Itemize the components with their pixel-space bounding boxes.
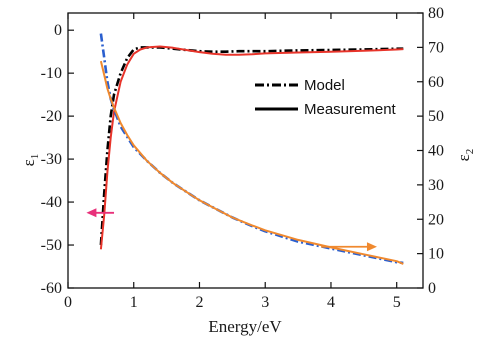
left-y-tick-label: -40 [41, 194, 62, 211]
left-y-tick-label: -60 [41, 280, 62, 297]
series [99, 33, 404, 265]
left-axis-title-subscript: 1 [29, 154, 41, 160]
left-y-tick-label: -10 [41, 65, 62, 82]
legend-model-label: Model [304, 77, 345, 94]
x-tick-label: 1 [130, 294, 138, 311]
right-y-tick-label: 80 [428, 5, 444, 22]
series-eps1-measurement [99, 45, 404, 250]
annotations [86, 208, 377, 252]
left-y-tick-label: 0 [54, 22, 62, 39]
ticks: 0 1 2 3 4 50-10-20-30-40-50-60 010203040506070… [41, 5, 444, 311]
right-y-tick-label: 30 [428, 177, 444, 194]
right-y-tick-label: 70 [428, 39, 444, 56]
right-axis-title-symbol: ε [454, 154, 473, 161]
series-eps1-model [99, 46, 404, 246]
right-y-tick-label: 60 [428, 74, 444, 91]
right-y-tick-label: 50 [428, 108, 444, 125]
right-axis-title-subscript: 2 [464, 149, 476, 155]
svg-text:ε1: ε1 [19, 154, 41, 167]
right-y-tick-label: 20 [428, 211, 444, 228]
legend: Model Measurement [255, 77, 397, 118]
right-axis-title: ε2 [454, 149, 476, 162]
arrow-left-icon [86, 208, 115, 218]
x-tick-label: 3 [261, 294, 269, 311]
right-y-tick-label: 0 [428, 280, 436, 297]
x-tick-label: 2 [195, 294, 203, 311]
left-y-tick-label: -50 [41, 237, 62, 254]
legend-measurement-label: Measurement [304, 101, 397, 118]
x-tick-label: 5 [393, 294, 401, 311]
left-y-tick-label: -20 [41, 108, 62, 125]
right-y-tick-label: 40 [428, 143, 444, 160]
series-eps2-model [99, 33, 404, 265]
svg-text:ε2: ε2 [454, 149, 476, 162]
right-y-tick-label: 10 [428, 246, 444, 263]
arrow-right-icon [321, 242, 377, 252]
x-tick-label: 4 [327, 294, 335, 311]
left-axis-title: ε1 [19, 154, 41, 167]
left-y-tick-label: -30 [41, 151, 62, 168]
x-tick-label: 0 [64, 294, 72, 311]
series-eps2-measurement [99, 60, 404, 265]
left-axis-title-symbol: ε [19, 159, 38, 166]
x-axis-title: Energy/eV [208, 317, 282, 336]
